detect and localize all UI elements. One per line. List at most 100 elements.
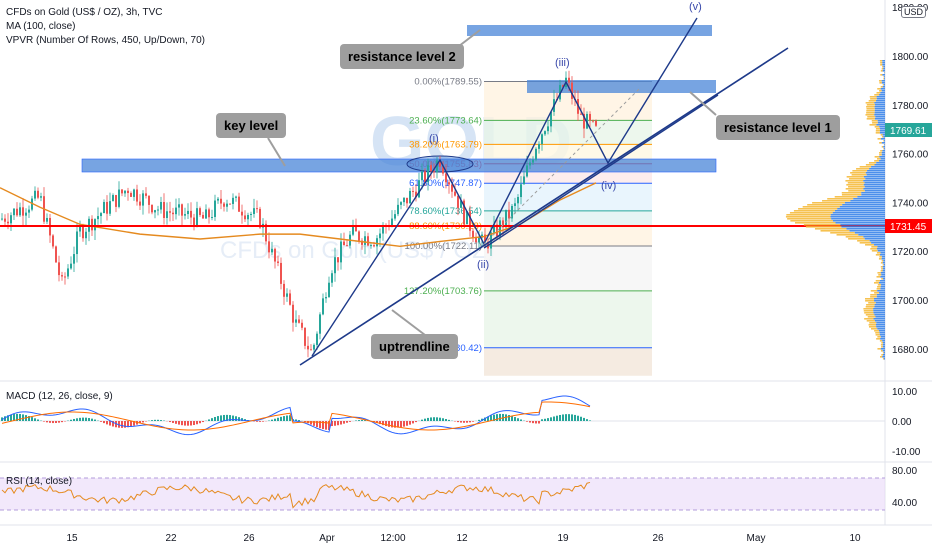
candle-body: [379, 233, 381, 239]
vpvr-up: [883, 78, 885, 80]
candle-body: [253, 208, 255, 214]
vpvr-up: [882, 264, 884, 266]
macd-histogram-bar: [337, 421, 339, 426]
vpvr-down: [882, 350, 885, 352]
candle-body: [40, 196, 42, 198]
macd-histogram-bar: [43, 421, 45, 422]
vpvr-up: [880, 62, 883, 64]
callout-uptrendline[interactable]: uptrendline: [371, 334, 458, 359]
candle-body: [382, 225, 384, 234]
candle-body: [529, 162, 531, 166]
candle-body: [454, 191, 456, 196]
candle-body: [28, 209, 30, 213]
vpvr-down: [879, 130, 885, 132]
candle-body: [4, 218, 6, 222]
vpvr-up: [851, 174, 867, 176]
uptrendline[interactable]: [299, 47, 789, 366]
macd-legend[interactable]: MACD (12, 26, close, 9): [6, 391, 113, 402]
vpvr-down: [882, 268, 885, 270]
vpvr-up: [866, 110, 875, 112]
vpvr-down: [879, 334, 885, 336]
resistance-1-pointer: [689, 91, 717, 116]
candle-body: [67, 268, 69, 277]
ma-legend[interactable]: MA (100, close): [6, 21, 76, 32]
callout-key-level[interactable]: key level: [216, 113, 287, 138]
vpvr-up: [822, 200, 851, 202]
resistance-1-zone[interactable]: [527, 80, 716, 93]
vpvr-up: [874, 94, 880, 96]
vpvr-down: [882, 278, 885, 280]
macd-histogram-bar: [109, 421, 111, 426]
macd-histogram-bar: [58, 421, 60, 423]
vpvr-up: [880, 262, 883, 264]
elliott-wave-path[interactable]: [311, 17, 698, 357]
candle-body: [469, 211, 471, 231]
vpvr-legend[interactable]: VPVR (Number Of Rows, 450, Up/Down, 70): [6, 35, 205, 46]
macd-histogram-bar: [526, 421, 528, 422]
vpvr-up: [866, 304, 875, 306]
macd-histogram-bar: [76, 418, 78, 421]
macd-histogram-bar: [193, 421, 195, 426]
candle-body: [370, 245, 372, 247]
macd-histogram-bar: [457, 421, 459, 423]
candle-body: [277, 261, 279, 263]
macd-histogram-bar: [151, 420, 153, 421]
vpvr-down: [858, 234, 885, 236]
vpvr-up: [880, 344, 883, 346]
macd-histogram-bar: [289, 415, 291, 421]
currency-badge[interactable]: USD: [900, 6, 926, 18]
macd-axis[interactable]: 10.00 0.00 -10.00: [892, 387, 921, 458]
vpvr-up: [874, 156, 880, 158]
macd-histogram-bar: [427, 417, 429, 421]
time-axis[interactable]: 15 22 26 Apr 12:00 12 19 26 May 10: [66, 533, 861, 544]
vpvr-down: [882, 74, 885, 76]
vpvr-down: [882, 62, 885, 64]
symbol-title[interactable]: CFDs on Gold (US$ / OZ), 3h, TVC: [6, 7, 163, 18]
vpvr-down: [875, 316, 885, 318]
rsi-legend[interactable]: RSI (14, close): [6, 476, 73, 487]
vpvr-up: [880, 350, 883, 352]
macd-histogram-bar: [220, 415, 222, 421]
macd-histogram-bar: [565, 414, 567, 421]
candle-body: [232, 197, 234, 204]
vpvr-down: [874, 110, 885, 112]
vpvr-down: [880, 252, 885, 254]
vpvr-down: [874, 112, 885, 114]
vpvr-down: [882, 70, 885, 72]
callout-resistance-2[interactable]: resistance level 2: [340, 44, 464, 69]
candle-body: [58, 262, 60, 276]
candle-body: [538, 143, 540, 149]
candle-body: [307, 345, 309, 350]
candle-body: [25, 212, 27, 216]
resistance-2-zone[interactable]: [467, 25, 712, 36]
vpvr-down: [884, 78, 885, 80]
macd-histogram-bar: [361, 419, 363, 421]
candle-body: [208, 209, 210, 218]
vpvr-down: [864, 182, 885, 184]
vpvr-up: [879, 82, 882, 84]
macd-histogram-bar: [70, 419, 72, 421]
channel-line[interactable]: [483, 94, 719, 249]
price-axis[interactable]: 1820.001800.001780.001760.001740.001720.…: [892, 3, 929, 356]
vpvr-down: [874, 114, 885, 116]
vpvr-up: [868, 326, 877, 328]
rsi-band: [0, 478, 885, 510]
rsi-axis[interactable]: 80.00 40.00: [892, 466, 917, 509]
candle-body: [94, 219, 96, 231]
macd-signal: [1, 401, 591, 431]
callout-resistance-1[interactable]: resistance level 1: [716, 115, 840, 140]
candle-body: [193, 217, 195, 226]
candle-body: [499, 220, 501, 237]
candle-body: [259, 208, 261, 228]
candle-body: [85, 231, 87, 239]
vpvr-up: [875, 334, 880, 336]
vpvr-down: [834, 210, 885, 212]
macd-histogram-bar: [82, 417, 84, 421]
vpvr-up: [790, 220, 833, 222]
candle-body: [103, 201, 105, 214]
vpvr-up: [863, 308, 874, 310]
vpvr-up: [866, 112, 875, 114]
macd-histogram-bar: [103, 421, 105, 424]
key-level-zone[interactable]: [81, 158, 717, 173]
